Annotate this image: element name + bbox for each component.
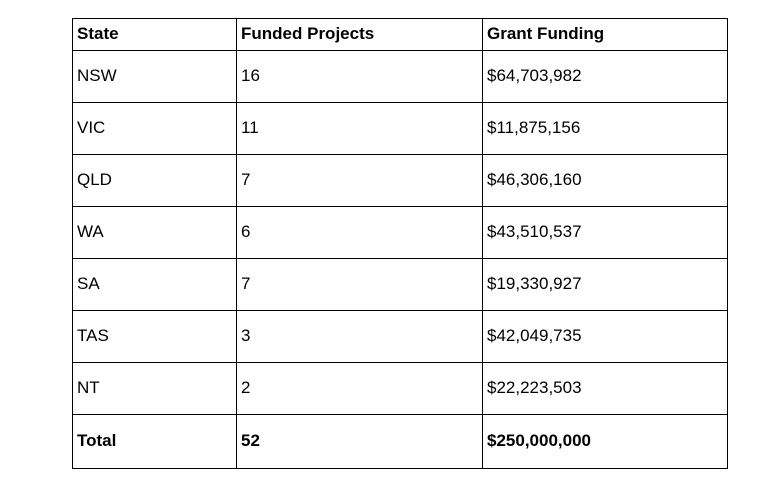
table-row-total: Total 52 $250,000,000 bbox=[72, 414, 728, 469]
cell-state: NSW bbox=[72, 50, 237, 103]
table-row-nsw: NSW 16 $64,703,982 bbox=[72, 50, 728, 103]
cell-grant-funding: $19,330,927 bbox=[482, 258, 728, 311]
column-header-funded-projects: Funded Projects bbox=[236, 18, 483, 51]
table-body: NSW 16 $64,703,982 VIC 11 $11,875,156 QL… bbox=[72, 50, 728, 469]
grant-funding-table: State Funded Projects Grant Funding NSW … bbox=[72, 18, 728, 469]
cell-state: SA bbox=[72, 258, 237, 311]
cell-grant-funding: $64,703,982 bbox=[482, 50, 728, 103]
cell-funded-projects: 7 bbox=[236, 154, 483, 207]
column-header-grant-funding: Grant Funding bbox=[482, 18, 728, 51]
cell-grant-funding: $22,223,503 bbox=[482, 362, 728, 415]
cell-state: NT bbox=[72, 362, 237, 415]
cell-grant-funding: $42,049,735 bbox=[482, 310, 728, 363]
table-row-tas: TAS 3 $42,049,735 bbox=[72, 310, 728, 363]
table-row-sa: SA 7 $19,330,927 bbox=[72, 258, 728, 311]
cell-total-funded-projects: 52 bbox=[236, 414, 483, 469]
cell-funded-projects: 2 bbox=[236, 362, 483, 415]
table-row-qld: QLD 7 $46,306,160 bbox=[72, 154, 728, 207]
cell-total-label: Total bbox=[72, 414, 237, 469]
cell-funded-projects: 11 bbox=[236, 102, 483, 155]
cell-grant-funding: $46,306,160 bbox=[482, 154, 728, 207]
table-header-row: State Funded Projects Grant Funding bbox=[72, 18, 728, 51]
column-header-state: State bbox=[72, 18, 237, 51]
cell-funded-projects: 16 bbox=[236, 50, 483, 103]
cell-state: WA bbox=[72, 206, 237, 259]
cell-state: VIC bbox=[72, 102, 237, 155]
cell-grant-funding: $11,875,156 bbox=[482, 102, 728, 155]
cell-state: TAS bbox=[72, 310, 237, 363]
table-row-vic: VIC 11 $11,875,156 bbox=[72, 102, 728, 155]
cell-state: QLD bbox=[72, 154, 237, 207]
table-row-wa: WA 6 $43,510,537 bbox=[72, 206, 728, 259]
cell-total-grant-funding: $250,000,000 bbox=[482, 414, 728, 469]
table-row-nt: NT 2 $22,223,503 bbox=[72, 362, 728, 415]
cell-funded-projects: 7 bbox=[236, 258, 483, 311]
cell-funded-projects: 6 bbox=[236, 206, 483, 259]
cell-grant-funding: $43,510,537 bbox=[482, 206, 728, 259]
cell-funded-projects: 3 bbox=[236, 310, 483, 363]
